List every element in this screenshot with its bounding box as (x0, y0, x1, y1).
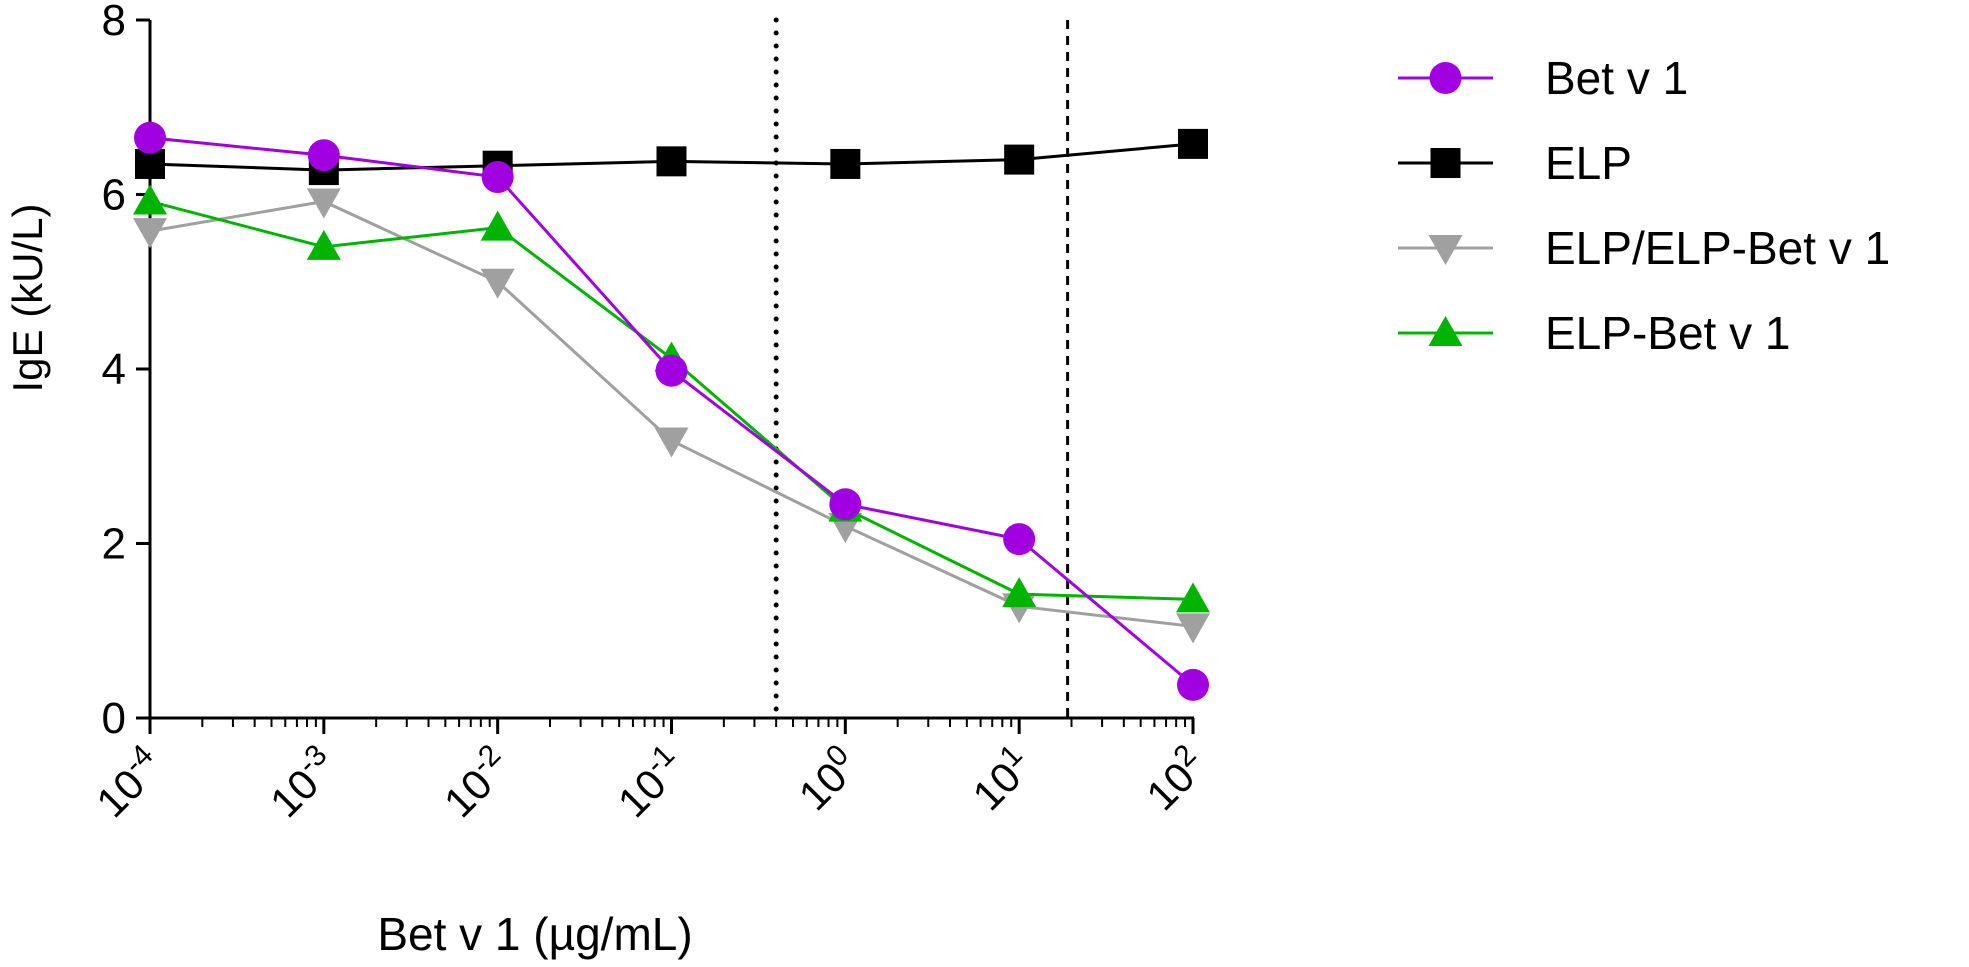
data-point-elp-elp-bet-v-1 (306, 188, 341, 219)
series-elp (135, 128, 1208, 186)
series-elp-bet-v-1 (133, 184, 1210, 613)
series-line-elp-bet-v-1 (149, 200, 1194, 601)
data-point-elp (656, 146, 687, 177)
x-tick-label: 102 (1134, 738, 1215, 819)
y-tick-label: 8 (102, 0, 126, 45)
data-point-elp-elp-bet-v-1 (133, 218, 167, 249)
data-point-elp-elp-bet-v-1 (1176, 613, 1210, 644)
x-tick-label: 10-1 (606, 738, 694, 826)
legend-item-bet-v-1: Bet v 1 (1398, 52, 1688, 104)
x-tick-label-text: 10-2 (432, 738, 520, 826)
legend-label: ELP (1545, 137, 1632, 189)
data-point-elp-bet-v-1 (480, 210, 515, 241)
data-point-bet-v-1 (655, 354, 688, 387)
data-point-elp-bet-v-1 (133, 184, 167, 215)
x-tick-label-text: 100 (787, 738, 868, 819)
legend-marker (1429, 62, 1462, 94)
legend-item-elp-elp-bet-v-1: ELP/ELP-Bet v 1 (1398, 222, 1890, 274)
data-point-elp (1004, 144, 1035, 175)
x-tick-label-text: 10-4 (84, 738, 172, 826)
data-point-elp-elp-bet-v-1 (480, 268, 515, 299)
series-line-elp-elp-bet-v-1 (149, 199, 1194, 628)
legend-label: ELP-Bet v 1 (1545, 307, 1790, 359)
data-point-bet-v-1 (1003, 523, 1036, 556)
data-point-bet-v-1 (134, 121, 166, 154)
data-point-elp-bet-v-1 (1176, 582, 1210, 613)
series-elp-elp-bet-v-1 (133, 188, 1210, 644)
y-tick-label: 2 (102, 520, 126, 569)
x-tick-label: 10-3 (258, 738, 346, 826)
data-point-elp-elp-bet-v-1 (654, 427, 689, 458)
series-line-bet-v-1 (149, 136, 1194, 686)
x-tick-label-text: 101 (961, 738, 1042, 819)
x-tick-label-text: 10-3 (258, 738, 346, 826)
data-point-elp-bet-v-1 (306, 229, 341, 260)
x-tick-label: 100 (787, 738, 868, 819)
legend-marker (1428, 235, 1463, 265)
series-bet-v-1 (134, 121, 1209, 701)
data-point-bet-v-1 (1177, 668, 1209, 701)
data-point-elp (135, 148, 165, 179)
x-axis-label: Bet v 1 (µg/mL) (377, 908, 692, 960)
legend-item-elp-bet-v-1: ELP-Bet v 1 (1398, 307, 1790, 359)
data-point-bet-v-1 (307, 139, 340, 172)
legend-label: Bet v 1 (1545, 52, 1688, 104)
data-point-elp-bet-v-1 (1002, 577, 1037, 608)
legend-marker (1430, 148, 1461, 178)
y-tick-label: 0 (102, 694, 126, 743)
data-point-elp (830, 148, 861, 179)
data-point-elp (1178, 128, 1208, 159)
data-point-bet-v-1 (829, 488, 862, 521)
legend-item-elp: ELP (1398, 137, 1632, 189)
x-tick-label-text: 102 (1134, 738, 1215, 819)
x-tick-label: 10-4 (84, 738, 172, 826)
data-point-bet-v-1 (481, 161, 514, 194)
x-tick-label-text: 10-1 (606, 738, 694, 826)
x-tick-label: 101 (961, 738, 1042, 819)
y-tick-label: 6 (102, 171, 126, 220)
legend-label: ELP/ELP-Bet v 1 (1545, 222, 1890, 274)
legend-marker (1428, 316, 1463, 346)
x-tick-label: 10-2 (432, 738, 520, 826)
y-tick-label: 4 (102, 345, 126, 394)
y-axis-label: IgE (kU/L) (4, 203, 51, 392)
